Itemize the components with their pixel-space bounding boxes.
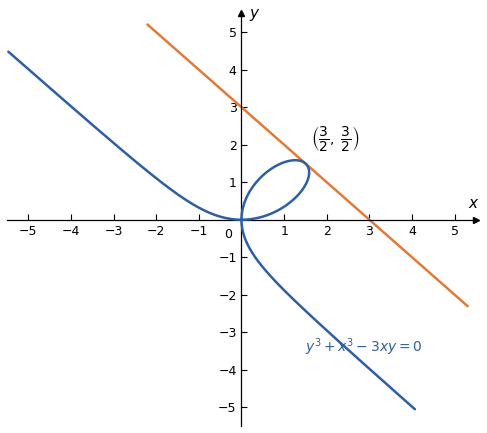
Text: $x$: $x$ — [468, 197, 480, 211]
Text: $\left(\dfrac{3}{2},\ \dfrac{3}{2}\right)$: $\left(\dfrac{3}{2},\ \dfrac{3}{2}\right… — [311, 124, 359, 153]
Text: 0: 0 — [224, 228, 232, 241]
Text: $y$: $y$ — [249, 7, 261, 23]
Text: $y^3 + x^3 - 3xy = 0$: $y^3 + x^3 - 3xy = 0$ — [305, 336, 423, 358]
